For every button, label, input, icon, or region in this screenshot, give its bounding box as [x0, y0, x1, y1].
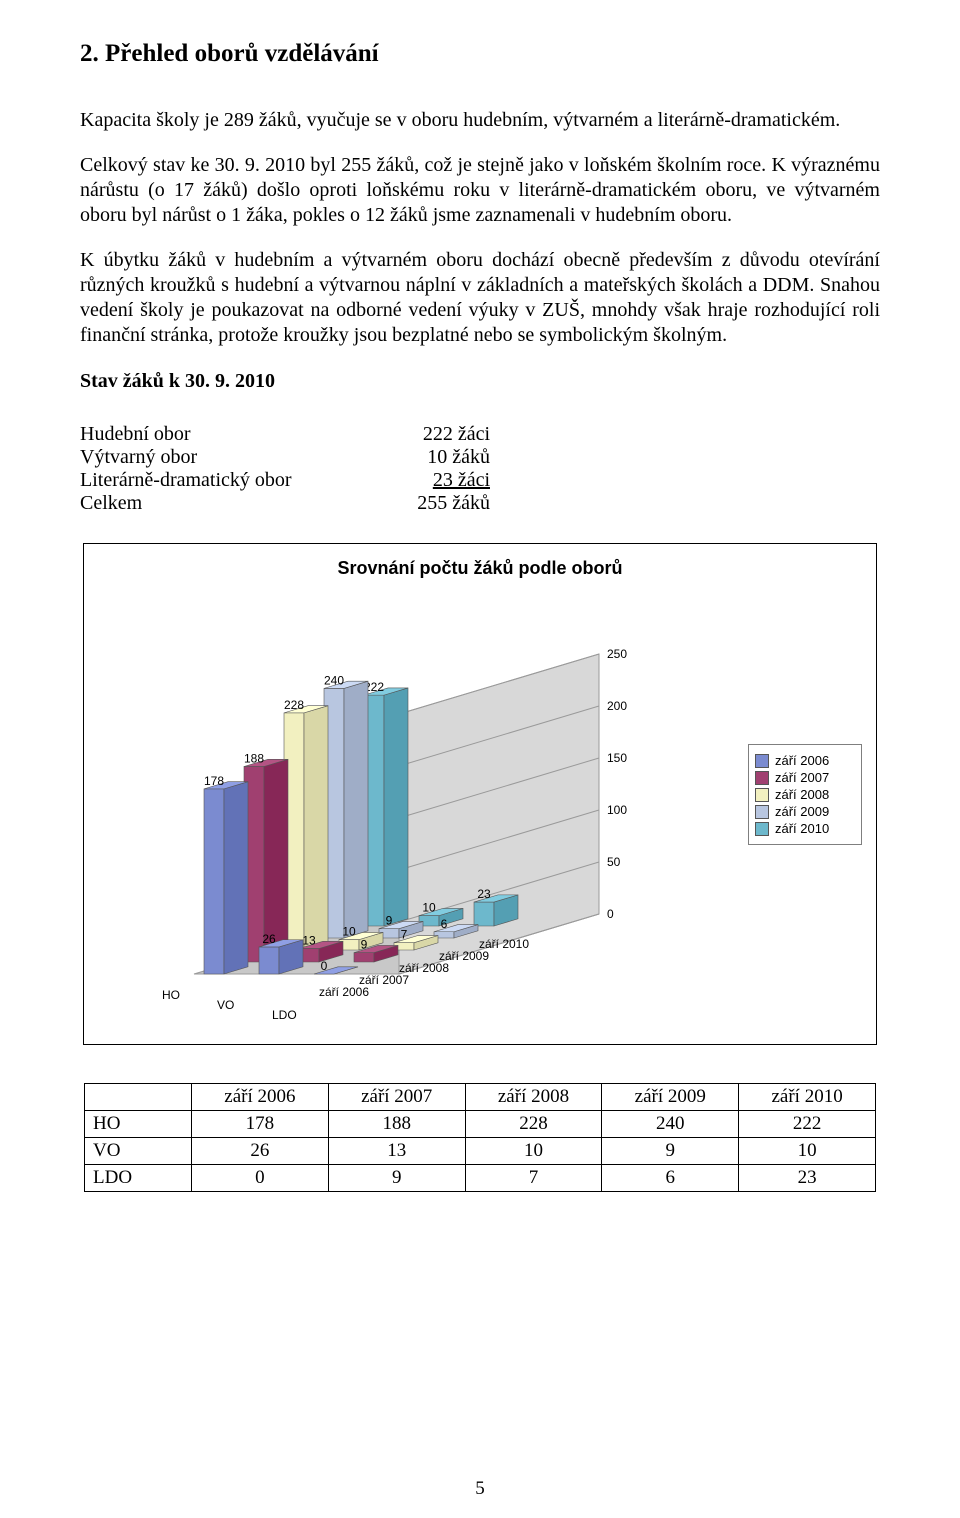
svg-text:0: 0 [607, 907, 614, 921]
svg-text:178: 178 [204, 774, 224, 788]
stat-label: Hudební obor [80, 423, 380, 446]
section-heading: 2. Přehled oborů vzdělávání [80, 40, 880, 68]
svg-text:LDO: LDO [272, 1008, 297, 1022]
svg-text:9: 9 [386, 914, 393, 928]
legend-swatch [755, 788, 769, 802]
table-row: LDO097623 [85, 1165, 876, 1192]
svg-text:26: 26 [262, 932, 276, 946]
table-cell: 13 [328, 1138, 465, 1165]
stat-value: 222 žáci [380, 423, 490, 446]
svg-text:HO: HO [162, 988, 180, 1002]
subheading: Stav žáků k 30. 9. 2010 [80, 370, 880, 393]
svg-text:10: 10 [342, 925, 356, 939]
stat-value: 10 žáků [380, 446, 490, 469]
table-cell: 228 [465, 1111, 602, 1138]
svg-text:13: 13 [302, 933, 316, 947]
legend-item: září 2007 [755, 770, 855, 785]
table-cell: 0 [192, 1165, 329, 1192]
svg-text:100: 100 [607, 803, 627, 817]
svg-text:250: 250 [607, 647, 627, 661]
legend-label: září 2010 [775, 821, 829, 836]
table-cell: 188 [328, 1111, 465, 1138]
paragraph-2: Celkový stav ke 30. 9. 2010 byl 255 žáků… [80, 153, 880, 228]
svg-text:150: 150 [607, 751, 627, 765]
table-cell: 10 [465, 1138, 602, 1165]
row-header: VO [85, 1138, 192, 1165]
table-header: září 2007 [328, 1084, 465, 1111]
svg-text:září 2009: září 2009 [439, 949, 489, 963]
stat-row: Literárně-dramatický obor 23 žáci [80, 469, 490, 492]
data-table: září 2006září 2007září 2008září 2009září… [84, 1083, 876, 1192]
svg-text:200: 200 [607, 699, 627, 713]
bar-chart: 0501001502002502221023240962281071881391… [134, 594, 694, 1034]
legend-swatch [755, 754, 769, 768]
svg-text:září 2008: září 2008 [399, 961, 449, 975]
chart-legend: září 2006 září 2007 září 2008 září 2009 září… [748, 744, 862, 845]
table-cell: 9 [328, 1165, 465, 1192]
table-cell: 23 [739, 1165, 876, 1192]
legend-swatch [755, 771, 769, 785]
stats-list: Hudební obor 222 žáci Výtvarný obor 10 ž… [80, 423, 490, 515]
table-header: září 2006 [192, 1084, 329, 1111]
row-header: HO [85, 1111, 192, 1138]
svg-text:VO: VO [217, 998, 234, 1012]
table-corner [85, 1084, 192, 1111]
svg-text:7: 7 [401, 928, 408, 942]
table-cell: 26 [192, 1138, 329, 1165]
table-cell: 240 [602, 1111, 739, 1138]
svg-text:23: 23 [477, 887, 491, 901]
legend-item: září 2010 [755, 821, 855, 836]
svg-text:6: 6 [441, 917, 448, 931]
svg-text:0: 0 [321, 959, 328, 973]
table-cell: 7 [465, 1165, 602, 1192]
chart-container: Srovnání počtu žáků podle oborů 05010015… [83, 543, 877, 1045]
svg-text:50: 50 [607, 855, 621, 869]
legend-swatch [755, 822, 769, 836]
stat-row: Výtvarný obor 10 žáků [80, 446, 490, 469]
svg-text:188: 188 [244, 751, 264, 765]
svg-text:9: 9 [361, 938, 368, 952]
table-row: VO261310910 [85, 1138, 876, 1165]
table-cell: 222 [739, 1111, 876, 1138]
legend-label: září 2007 [775, 770, 829, 785]
table-cell: 178 [192, 1111, 329, 1138]
row-header: LDO [85, 1165, 192, 1192]
table-row: HO178188228240222 [85, 1111, 876, 1138]
stat-label: Výtvarný obor [80, 446, 380, 469]
legend-item: září 2006 [755, 753, 855, 768]
legend-label: září 2008 [775, 787, 829, 802]
page-number: 5 [0, 1478, 960, 1500]
table-header: září 2008 [465, 1084, 602, 1111]
table-cell: 10 [739, 1138, 876, 1165]
table-header: září 2010 [739, 1084, 876, 1111]
svg-text:10: 10 [422, 901, 436, 915]
legend-item: září 2009 [755, 804, 855, 819]
svg-text:228: 228 [284, 698, 304, 712]
paragraph-3: K úbytku žáků v hudebním a výtvarném obo… [80, 248, 880, 348]
paragraph-1: Kapacita školy je 289 žáků, vyučuje se v… [80, 108, 880, 133]
svg-text:září 2006: září 2006 [319, 985, 369, 999]
svg-text:240: 240 [324, 673, 344, 687]
svg-text:září 2010: září 2010 [479, 937, 529, 951]
stat-row: Hudební obor 222 žáci [80, 423, 490, 446]
stat-value: 23 žáci [380, 469, 490, 492]
table-header-row: září 2006září 2007září 2008září 2009září… [85, 1084, 876, 1111]
stat-label: Literárně-dramatický obor [80, 469, 380, 492]
legend-label: září 2006 [775, 753, 829, 768]
chart-title: Srovnání počtu žáků podle oborů [84, 558, 876, 579]
table-cell: 6 [602, 1165, 739, 1192]
legend-label: září 2009 [775, 804, 829, 819]
stat-label: Celkem [80, 492, 380, 515]
table-header: září 2009 [602, 1084, 739, 1111]
stat-value: 255 žáků [380, 492, 490, 515]
table-cell: 9 [602, 1138, 739, 1165]
svg-text:září 2007: září 2007 [359, 973, 409, 987]
legend-swatch [755, 805, 769, 819]
legend-item: září 2008 [755, 787, 855, 802]
stat-row: Celkem 255 žáků [80, 492, 490, 515]
